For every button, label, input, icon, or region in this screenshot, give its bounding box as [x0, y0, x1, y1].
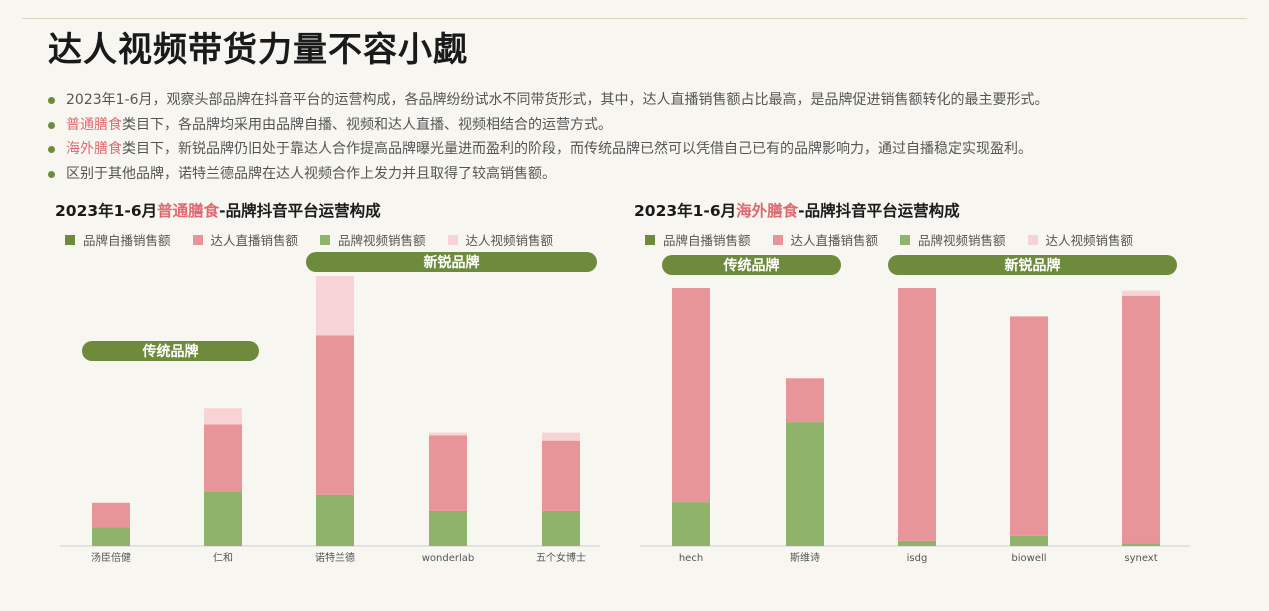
legend-item: 达人视频销售额: [447, 230, 554, 249]
category-label: 五个女博士: [536, 551, 586, 564]
bar-segment: [786, 378, 824, 423]
legend-swatch: [772, 234, 783, 245]
legend-item: 品牌自播销售额: [65, 230, 171, 249]
bar-segment: [204, 424, 242, 492]
legend-label: 品牌自播销售额: [83, 233, 171, 248]
bar-segment: [672, 502, 710, 546]
legend-swatch: [447, 234, 458, 245]
legend-label: 达人视频销售额: [1045, 233, 1134, 248]
bar-segment: [542, 510, 580, 546]
bar-segment: [786, 422, 824, 546]
category-label: hech: [679, 553, 703, 564]
bar-segment: [898, 288, 936, 541]
bar-segment: [1010, 535, 1048, 546]
highlight-text: 海外膳食: [66, 141, 122, 157]
legend-swatch: [192, 234, 203, 245]
bar-segment: [429, 432, 467, 436]
summary-bullets: 2023年1-6月，观察头部品牌在抖音平台的运营构成，各品牌纷纷试水不同带货形式…: [48, 88, 1228, 186]
bar-segment: [316, 335, 354, 495]
category-label: wonderlab: [422, 553, 475, 564]
bar-segment: [92, 502, 130, 528]
legend-label: 达人直播销售额: [790, 233, 879, 248]
group-pill: [82, 341, 259, 361]
top-divider: [22, 18, 1247, 19]
bar-segment: [542, 440, 580, 511]
legend-label: 达人视频销售额: [465, 233, 554, 248]
chart-title-text: -品牌抖音平台运营构成: [219, 202, 381, 220]
bullet-text: 类目下，新锐品牌仍旧处于靠达人合作提高品牌曝光量进而盈利的阶段，而传统品牌已然可…: [122, 141, 1032, 157]
chart-title-text: 2023年1-6月: [634, 202, 737, 220]
category-label: 汤臣倍健: [91, 551, 131, 564]
legend-domestic: 品牌自播销售额 达人直播销售额 品牌视频销售额 达人视频销售额: [65, 230, 575, 249]
legend-swatch: [65, 234, 75, 245]
group-pill: [306, 252, 597, 272]
category-label: synext: [1124, 553, 1157, 564]
bullet-text: 2023年1-6月，观察头部品牌在抖音平台的运营构成，各品牌纷纷试水不同带货形式…: [66, 92, 1049, 108]
legend-label: 品牌视频销售额: [918, 233, 1006, 248]
bar-segment: [204, 408, 242, 425]
bar-segment: [672, 288, 710, 503]
legend-item: 达人直播销售额: [192, 230, 299, 249]
group-pill-label: 传统品牌: [142, 343, 199, 360]
legend-swatch: [645, 234, 655, 245]
legend-item: 品牌视频销售额: [900, 230, 1006, 249]
legend-item: 品牌视频销售额: [320, 230, 426, 249]
bullet-text: 类目下，各品牌均采用由品牌自播、视频和达人直播、视频相结合的运营方式。: [122, 116, 612, 133]
category-label: 斯维诗: [790, 551, 820, 564]
highlight-text: 普通膳食: [66, 116, 122, 133]
legend-swatch: [1027, 234, 1038, 245]
bar-segment: [1122, 543, 1160, 546]
legend-swatch: [320, 234, 331, 245]
category-label: isdg: [907, 553, 928, 564]
bar-segment: [316, 494, 354, 546]
bullet-item: 海外膳食类目下，新锐品牌仍旧处于靠达人合作提高品牌曝光量进而盈利的阶段，而传统品…: [48, 137, 1228, 162]
bullet-item: 普通膳食类目下，各品牌均采用由品牌自播、视频和达人直播、视频相结合的运营方式。: [48, 113, 1228, 138]
chart-title-text: 2023年1-6月: [55, 202, 158, 220]
chart-title-overseas: 2023年1-6月海外膳食-品牌抖音平台运营构成: [634, 199, 960, 221]
bar-segment: [1122, 295, 1160, 544]
bullet-text: 区别于其他品牌，诺特兰德品牌在达人视频合作上发力并且取得了较高销售额。: [66, 165, 556, 182]
bullet-item: 区别于其他品牌，诺特兰德品牌在达人视频合作上发力并且取得了较高销售额。: [48, 162, 1228, 187]
legend-label: 达人直播销售额: [210, 233, 299, 248]
chart-title-domestic: 2023年1-6月普通膳食-品牌抖音平台运营构成: [55, 199, 381, 221]
bar-segment: [429, 510, 467, 546]
legend-label: 品牌自播销售额: [663, 233, 751, 248]
legend-label: 品牌视频销售额: [338, 233, 426, 248]
bar-segment: [92, 527, 130, 546]
category-label: 仁和: [213, 552, 233, 564]
chart-title-highlight: 普通膳食: [157, 202, 220, 220]
chart-title-highlight: 海外膳食: [736, 202, 799, 220]
bar-segment: [1010, 316, 1048, 536]
bar-segment: [204, 492, 242, 546]
group-pill-label: 传统品牌: [723, 257, 780, 274]
chart-title-text: -品牌抖音平台运营构成: [798, 202, 960, 220]
legend-item: 达人直播销售额: [772, 230, 879, 249]
group-pill: [662, 255, 841, 275]
group-pill-label: 新锐品牌: [424, 254, 480, 271]
bar-segment: [429, 435, 467, 511]
bar-segment: [1122, 290, 1160, 296]
bar-segment: [542, 432, 580, 441]
group-pill: [888, 255, 1177, 275]
page-title: 达人视频带货力量不容小觑: [48, 30, 468, 70]
bar-segment: [316, 276, 354, 336]
legend-item: 达人视频销售额: [1027, 230, 1134, 249]
bullet-item: 2023年1-6月，观察头部品牌在抖音平台的运营构成，各品牌纷纷试水不同带货形式…: [48, 88, 1228, 113]
legend-overseas: 品牌自播销售额 达人直播销售额 品牌视频销售额 达人视频销售额: [645, 230, 1155, 249]
legend-swatch: [900, 234, 911, 245]
group-pill-label: 新锐品牌: [1005, 257, 1061, 274]
category-label: 诺特兰德: [315, 551, 355, 564]
bar-segment: [898, 540, 936, 546]
legend-item: 品牌自播销售额: [645, 230, 751, 249]
category-label: biowell: [1011, 553, 1046, 564]
